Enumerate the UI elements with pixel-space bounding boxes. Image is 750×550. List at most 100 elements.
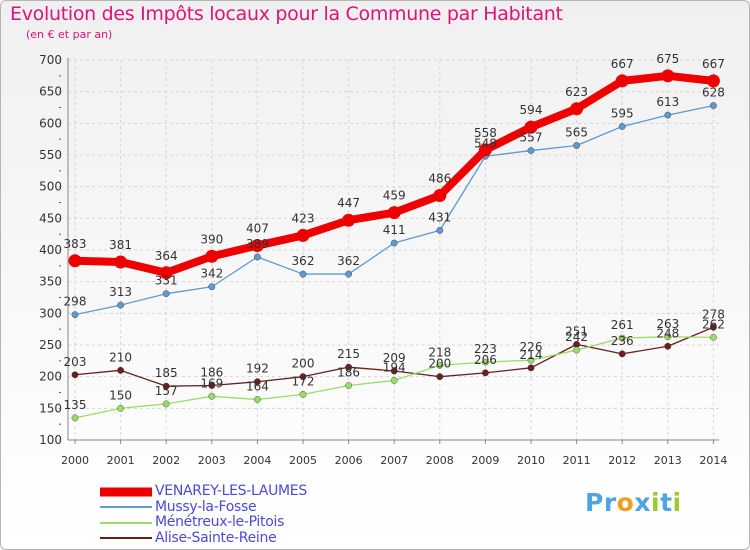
y-tick-label: 550 (39, 148, 62, 162)
data-label: 362 (337, 254, 360, 268)
data-point (573, 346, 580, 354)
data-label: 459 (383, 189, 406, 203)
y-tick-label: 350 (39, 275, 62, 289)
data-point (71, 371, 79, 379)
legend-swatch (100, 521, 152, 524)
x-tick-label: 2006 (335, 454, 363, 467)
data-label: 557 (520, 131, 543, 145)
logo-letter: x (634, 488, 651, 517)
data-point (253, 396, 261, 403)
data-point (570, 102, 584, 116)
series-lines (68, 69, 720, 422)
data-label: 248 (656, 326, 679, 340)
y-tick-label: 100 (39, 433, 62, 447)
x-tick-label: 2001 (107, 454, 135, 467)
legend-label: Ménétreux-le-Pitois (155, 514, 285, 530)
data-label: 381 (109, 238, 132, 252)
legend-swatch (100, 506, 152, 509)
y-tick-label: 250 (39, 338, 62, 352)
data-label: 613 (656, 95, 679, 109)
data-label: 186 (200, 366, 223, 380)
data-label: 628 (702, 86, 725, 100)
data-point (481, 369, 489, 377)
y-tick-label: 200 (39, 370, 62, 384)
x-tick-label: 2011 (563, 454, 591, 467)
data-label: 423 (292, 211, 315, 225)
data-point (527, 147, 535, 154)
data-point (117, 366, 125, 374)
data-point (162, 400, 170, 408)
y-tick-label: 650 (39, 85, 62, 99)
data-label: 242 (565, 330, 588, 344)
x-tick-label: 2007 (380, 454, 408, 467)
logo-letter: t (660, 488, 673, 517)
data-point (114, 255, 128, 269)
data-label: 558 (474, 126, 497, 140)
data-point (661, 69, 675, 83)
data-point (710, 333, 717, 341)
y-tick-label: 500 (39, 180, 62, 194)
data-point (117, 404, 125, 412)
data-label: 364 (155, 249, 178, 263)
data-label: 407 (246, 222, 269, 236)
data-label: 226 (520, 340, 543, 354)
data-label: 186 (337, 366, 360, 380)
data-point (342, 213, 356, 227)
data-point (478, 143, 492, 157)
data-label: 169 (200, 376, 223, 390)
data-point (71, 311, 79, 318)
data-point (71, 414, 79, 422)
data-point (345, 363, 352, 371)
data-label: 203 (64, 355, 87, 369)
x-tick-label: 2002 (152, 454, 180, 467)
data-point (436, 373, 444, 381)
data-point (618, 334, 626, 342)
data-point (296, 228, 310, 242)
data-point (159, 266, 173, 280)
data-point (162, 382, 170, 390)
data-label: 185 (155, 366, 178, 380)
data-point (710, 323, 717, 331)
data-point (208, 382, 216, 389)
data-label: 263 (656, 317, 679, 331)
legend-swatch (100, 537, 152, 540)
data-label: 218 (428, 345, 451, 359)
legend-label: VENAREY-LES-LAUMES (155, 483, 307, 499)
proxiti-logo: Proxiti (585, 488, 682, 517)
data-point (436, 361, 444, 369)
x-tick-label: 2000 (61, 454, 89, 467)
legend-item: Ménétreux-le-Pitois (100, 514, 307, 531)
data-label: 623 (565, 85, 588, 99)
data-point (162, 290, 170, 298)
logo-letter: o (616, 488, 635, 517)
x-tick-label: 2009 (471, 454, 499, 467)
data-point (615, 74, 629, 88)
data-point (481, 358, 489, 366)
data-label: 595 (611, 107, 634, 121)
data-point (618, 123, 626, 130)
data-label: 209 (383, 351, 406, 365)
data-point (436, 226, 444, 234)
x-tick-label: 2014 (699, 454, 727, 467)
data-point (390, 377, 398, 384)
data-label: 150 (109, 388, 132, 402)
data-label: 194 (383, 360, 406, 374)
data-point (299, 373, 307, 381)
data-label: 548 (474, 136, 497, 150)
legend-swatch (100, 487, 152, 497)
data-label: 214 (520, 348, 543, 362)
logo-letter: r (603, 488, 617, 517)
data-point (390, 239, 398, 247)
data-point (250, 239, 264, 253)
legend-item: VENAREY-LES-LAUMES (100, 483, 307, 500)
data-label: 565 (565, 126, 588, 140)
x-tick-label: 2005 (289, 454, 317, 467)
data-label: 298 (64, 295, 87, 309)
x-tick-label: 2003 (198, 454, 226, 467)
data-point (390, 367, 398, 375)
chart-subtitle: (en € et par an) (26, 28, 113, 41)
data-point (68, 254, 82, 268)
x-tick-label: 2010 (517, 454, 545, 467)
data-point (664, 342, 672, 350)
logo-letter: P (585, 488, 604, 517)
